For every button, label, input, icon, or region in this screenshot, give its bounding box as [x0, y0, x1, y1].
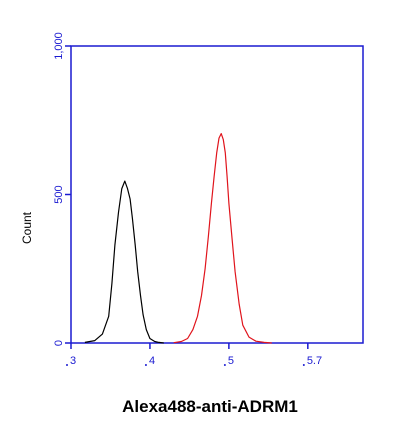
y-axis-ticks: 0 500 1,000 — [53, 32, 71, 346]
histogram-series-line-1 — [84, 180, 164, 344]
x-tick-label: 4 — [149, 355, 155, 367]
series-layer — [84, 133, 272, 344]
x-axis-label: Alexa488-anti-ADRM1 — [122, 397, 298, 416]
x-tick-dot — [223, 364, 226, 366]
plot-frame — [70, 45, 364, 344]
histogram-series-line-2 — [173, 133, 272, 344]
x-tick-label: 5.7 — [307, 355, 322, 367]
y-axis-label: Count — [20, 211, 34, 244]
x-tick-label: 3 — [70, 355, 76, 367]
x-axis-ticks: 3 4 5 5.7 — [66, 343, 322, 367]
x-tick-label: 5 — [228, 355, 234, 367]
x-tick-dot — [144, 364, 147, 366]
x-tick-dot — [302, 364, 305, 366]
x-tick-dot — [66, 364, 68, 366]
y-tick-label: 1,000 — [53, 32, 65, 60]
y-tick-label: 500 — [53, 185, 65, 203]
y-tick-label: 0 — [53, 340, 65, 346]
